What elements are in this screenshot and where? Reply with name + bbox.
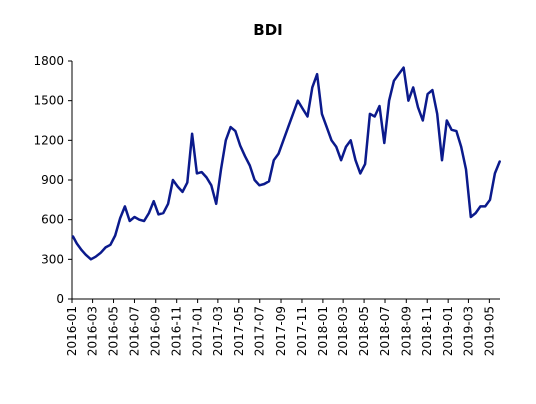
y-tick-label: 1800 bbox=[33, 54, 64, 68]
x-tick-label: 2016-03 bbox=[86, 306, 100, 356]
x-tick-label: 2019-01 bbox=[441, 306, 455, 356]
x-tick-label: 2017-11 bbox=[295, 306, 309, 356]
x-tick-label: 2018-11 bbox=[420, 306, 434, 356]
x-axis: 2016-01 2016-03 2016-05 2016-07 2016-09 2016-… bbox=[65, 298, 500, 356]
y-tick-label: 1500 bbox=[33, 94, 64, 108]
x-tick-label: 2017-09 bbox=[274, 306, 288, 356]
x-tick-label: 2018-07 bbox=[378, 306, 392, 356]
x-tick-label: 2016-09 bbox=[149, 306, 163, 356]
x-tick-label: 2017-05 bbox=[232, 306, 246, 356]
chart-title: BDI bbox=[253, 21, 282, 39]
x-tick-label: 2018-05 bbox=[357, 306, 371, 356]
x-tick-label: 2016-01 bbox=[65, 306, 79, 356]
y-tick-label: 900 bbox=[41, 173, 64, 187]
x-tick-label: 2017-03 bbox=[211, 306, 225, 356]
y-tick-label: 300 bbox=[41, 252, 64, 266]
y-tick-label: 1200 bbox=[33, 133, 64, 147]
bdi-series-line bbox=[71, 66, 501, 261]
x-tick-label: 2019-03 bbox=[461, 306, 475, 356]
plot-area bbox=[71, 66, 501, 261]
x-tick-label: 2017-07 bbox=[253, 306, 267, 356]
y-axis: 0 300 600 900 1200 1500 1800 bbox=[33, 54, 73, 306]
x-tick-label: 2016-07 bbox=[127, 306, 141, 356]
x-tick-label: 2018-03 bbox=[336, 306, 350, 356]
x-tick-label: 2019-05 bbox=[482, 306, 496, 356]
x-tick-label: 2016-11 bbox=[170, 306, 184, 356]
y-tick-label: 600 bbox=[41, 213, 64, 227]
y-tick-label: 0 bbox=[56, 292, 64, 306]
x-tick-label: 2016-05 bbox=[107, 306, 121, 356]
x-tick-label: 2018-01 bbox=[316, 306, 330, 356]
x-tick-label: 2018-09 bbox=[399, 306, 413, 356]
x-tick-label: 2017-01 bbox=[191, 306, 205, 356]
